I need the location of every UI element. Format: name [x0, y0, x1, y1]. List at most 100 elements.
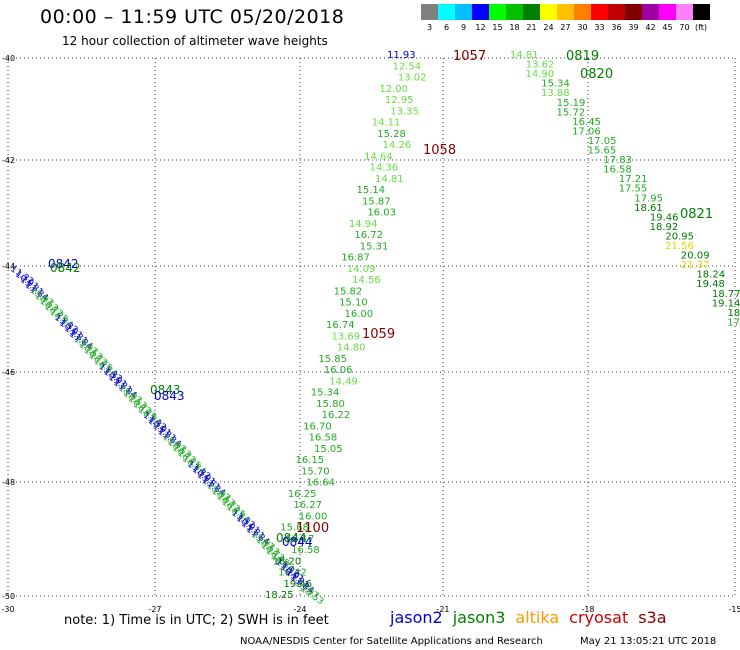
lon-tick-label: -18: [581, 605, 594, 614]
legend-swatch: [523, 4, 540, 20]
swh-value: 15.34: [311, 388, 340, 399]
swh-value: 12.00: [379, 84, 408, 95]
swh-value: 14.26: [383, 140, 412, 151]
legend-swatch: [591, 4, 608, 20]
swh-value: 16.58: [603, 165, 632, 176]
legend-swatch: [438, 4, 455, 20]
swh-value: 18.24: [696, 270, 725, 281]
swh-value: 21.37: [681, 260, 710, 271]
swh-value: 19.46: [650, 212, 679, 223]
swh-value: 16.87: [341, 253, 370, 264]
swh-value: 13.02: [398, 73, 427, 84]
legend-label: 12: [475, 23, 486, 32]
swh-value: 15.80: [316, 399, 345, 410]
legend-swatch: [642, 4, 659, 20]
swh-value: 13.69: [331, 331, 360, 342]
swh-value: 16.27: [293, 500, 322, 511]
swh-value: 17.83: [603, 155, 632, 166]
lat-tick-label: -44: [2, 262, 15, 271]
legend-label: 18: [509, 23, 520, 32]
map-subtitle: 12 hour collection of altimeter wave hei…: [62, 34, 328, 48]
swh-value: 16.45: [572, 117, 601, 128]
swh-value: 14.64: [364, 151, 393, 162]
legend-swatch: [455, 4, 472, 20]
swh-value: 16.42: [278, 568, 307, 579]
satellite-label: cryosat: [569, 608, 629, 627]
swh-value: 17.06: [572, 126, 601, 137]
swh-value: 19.48: [696, 279, 725, 290]
legend-swatch: [557, 4, 574, 20]
swh-value: 15.34: [541, 79, 570, 90]
swh-value: 16.70: [303, 421, 332, 432]
swh-value: 18.20: [273, 556, 302, 567]
swh-value: 21.56: [665, 241, 694, 252]
pass-time-label: 0843: [154, 389, 185, 403]
swh-value: 18.61: [634, 203, 663, 214]
lat-tick-label: -46: [2, 368, 15, 377]
lon-tick-label: -27: [148, 605, 161, 614]
pass-time-label: 0842: [50, 261, 81, 275]
swh-value: 14.81: [510, 50, 539, 61]
swh-value: 17.21: [619, 174, 648, 185]
swh-value: 15.14: [357, 185, 386, 196]
legend-swatch: [506, 4, 523, 20]
swh-value: 17.55: [619, 184, 648, 195]
swh-value: 16.17: [286, 534, 315, 545]
lon-tick-label: -30: [1, 605, 14, 614]
swh-value: 16.15: [296, 455, 325, 466]
swh-value: 17.95: [634, 193, 663, 204]
swh-value: 18.25: [265, 590, 294, 601]
legend-swatch: [608, 4, 625, 20]
legend-label: 27: [560, 23, 571, 32]
swh-value: 13.35: [390, 106, 419, 117]
legend-swatch: [574, 4, 591, 20]
legend-label: 36: [611, 23, 622, 32]
swh-value: 15.87: [362, 196, 391, 207]
swh-value: 17.4: [727, 317, 740, 328]
swh-value: 16.74: [326, 320, 355, 331]
legend-swatch: [421, 4, 438, 20]
swh-value: 15.82: [334, 286, 363, 297]
swh-value: 14.36: [370, 163, 399, 174]
lon-tick-label: -21: [436, 605, 449, 614]
swh-value: 15.72: [557, 107, 586, 118]
map-title: 00:00 – 11:59 UTC 05/20/2018: [40, 6, 345, 28]
swh-value: 15.19: [557, 98, 586, 109]
satellite-legend: jason2 jason3 altika cryosat s3a: [390, 608, 677, 627]
swh-value: 14.94: [349, 219, 378, 230]
legend-swatch: [693, 4, 710, 20]
pass-time-label: 1057: [453, 49, 486, 64]
legend-swatch: [659, 4, 676, 20]
swh-value: 14.56: [352, 275, 381, 286]
swh-value: 16.58: [309, 433, 338, 444]
swh-value: 16.25: [288, 489, 317, 500]
swh-value: 12.54: [392, 61, 421, 72]
pass-time-label: 1058: [423, 143, 456, 158]
swh-value: 16.06: [324, 365, 353, 376]
legend-label: 21: [526, 23, 537, 32]
swh-value: 16.03: [367, 208, 396, 219]
swh-value: 14.90: [526, 69, 555, 80]
swh-value: 16.64: [306, 478, 335, 489]
lat-tick-label: -50: [2, 592, 15, 601]
swh-value: 19.46: [284, 579, 313, 590]
swh-value: 15.68: [280, 523, 309, 534]
legend-swatch: [625, 4, 642, 20]
lat-tick-label: -48: [2, 478, 15, 487]
pass-time-label: 0821: [680, 207, 713, 222]
legend-unit: (ft): [694, 23, 708, 32]
lat-lon-grid: [7, 57, 736, 597]
legend-label: 33: [594, 23, 605, 32]
satellite-label: s3a: [638, 608, 667, 627]
footer-note: note: 1) Time is in UTC; 2) SWH is in fe…: [64, 613, 329, 628]
lat-tick-label: -42: [2, 156, 15, 165]
swh-value: 18.92: [650, 222, 679, 233]
pass-time-label: 0843: [150, 383, 181, 397]
legend-label: 42: [645, 23, 656, 32]
swh-value: 16.00: [299, 511, 328, 522]
swh-value: 15.85: [318, 354, 347, 365]
lon-tick-label: -24: [293, 605, 306, 614]
satellite-label: jason3: [452, 608, 506, 627]
swh-value: 19.14: [712, 298, 740, 309]
satellite-tracks: 14.8113.6214.9015.3413.8815.1915.7216.45…: [8, 49, 740, 607]
